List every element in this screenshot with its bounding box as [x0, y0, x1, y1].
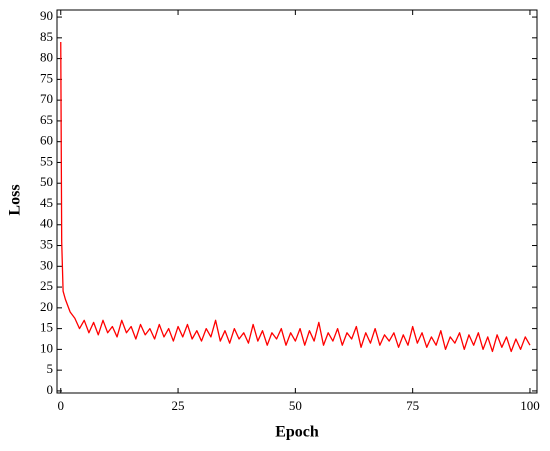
- y-axis-label: Loss: [7, 184, 24, 215]
- y-tick-label: 80: [40, 50, 53, 65]
- plot-frame: [56, 9, 538, 394]
- x-tick-label: 50: [289, 398, 302, 413]
- y-tick-label: 30: [40, 257, 53, 272]
- loss-line: [60, 41, 531, 353]
- y-tick-label: 90: [40, 8, 53, 23]
- y-tick-label: 70: [40, 91, 53, 106]
- x-tick-label: 0: [58, 398, 65, 413]
- y-tick-label: 85: [40, 29, 53, 44]
- y-tick-label: 20: [40, 299, 53, 314]
- x-axis-label: Epoch: [275, 424, 319, 441]
- y-tick-label: 10: [40, 340, 53, 355]
- y-tick-label: 50: [40, 174, 53, 189]
- x-tick-label: 75: [406, 398, 419, 413]
- y-tick-label: 60: [40, 133, 53, 148]
- y-tick-label: 15: [40, 320, 53, 335]
- x-tick-label: 100: [520, 398, 540, 413]
- y-tick-label: 0: [47, 382, 54, 397]
- y-tick-label: 35: [40, 237, 53, 252]
- y-tick-label: 65: [40, 112, 53, 127]
- y-tick-label: 25: [40, 278, 53, 293]
- y-tick-label: 5: [47, 361, 54, 376]
- y-tick-label: 75: [40, 70, 53, 85]
- y-tick-label: 55: [40, 153, 53, 168]
- y-tick-label: 40: [40, 216, 53, 231]
- y-tick-label: 45: [40, 195, 53, 210]
- x-tick-label: 25: [172, 398, 185, 413]
